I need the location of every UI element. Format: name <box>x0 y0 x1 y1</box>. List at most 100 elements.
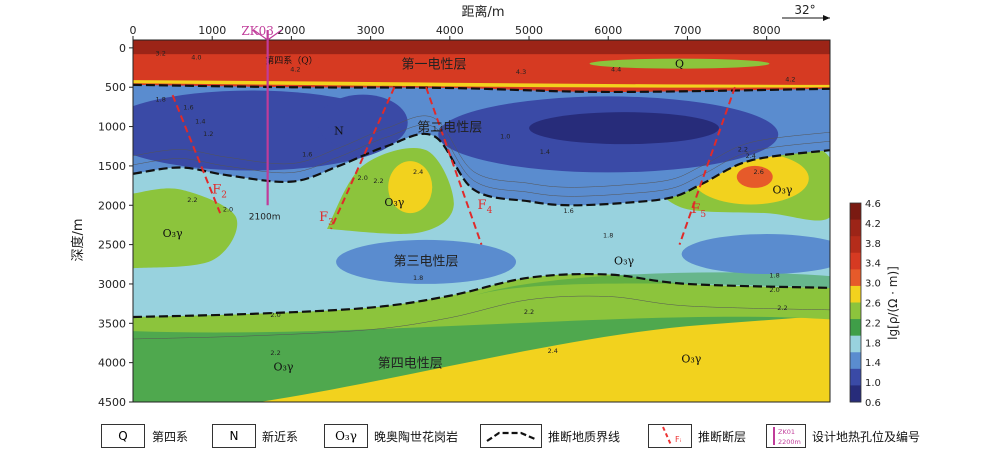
unit-annotation: O₃γ <box>384 196 404 209</box>
fault-label-subscript: 3 <box>328 218 334 228</box>
colorbar-segment <box>850 302 861 320</box>
colorbar-segment <box>850 203 861 221</box>
legend-symbol-q: Q <box>118 429 128 443</box>
colorbar: 4.6 4.2 3.8 3.4 3.0 2.6 2.2 1.8 1.4 1.0 0.6 <box>849 199 881 409</box>
contour-label: 2.2 <box>187 196 197 204</box>
legend-swatch-granite: O₃γ <box>324 424 368 448</box>
contour-label: 4.2 <box>290 65 300 73</box>
legend-label-fault: 推断断层 <box>698 430 747 444</box>
contour-label: 1.6 <box>563 207 573 215</box>
borehole-label: ZK03 <box>241 24 274 38</box>
contour-line <box>133 124 830 197</box>
contour-label: 2.2 <box>777 304 787 312</box>
contour-label: 1.0 <box>500 132 510 140</box>
unit-annotation: N <box>334 125 344 138</box>
colorbar-tick-label: 3.8 <box>865 239 881 250</box>
contour-label: 3.2 <box>156 50 166 58</box>
unit-annotation: Q <box>675 58 684 71</box>
legend-label-neogene: 新近系 <box>262 430 299 444</box>
y-tick-label: 1000 <box>98 121 126 134</box>
layer-label: 第一电性层 <box>401 58 466 73</box>
y-tick-label: 500 <box>105 81 126 94</box>
y-tick-label: 3500 <box>98 317 126 330</box>
contour-label: 2.0 <box>270 311 280 319</box>
x-tick-label: 6000 <box>594 24 622 37</box>
unit-annotation: O₃γ <box>273 361 293 374</box>
fault-f3 <box>330 86 396 230</box>
colorbar-tick-label: 3.0 <box>865 279 881 290</box>
unit-annotation: 第四系（Q） <box>265 55 317 67</box>
colorbar-title: lg[ρ/(Ω · m)] <box>886 266 900 340</box>
borehole-depth-label: 2100m <box>249 212 281 222</box>
contour-label: 1.4 <box>433 125 443 133</box>
granite-hot-right <box>736 165 773 188</box>
contour-label: 4.0 <box>191 54 201 62</box>
fault-line-icon: Fᵢ <box>662 426 681 446</box>
y-axis: 0 500 1000 1500 2000 2500 3000 3500 4000 4500 <box>98 42 133 409</box>
contour-label: 2.2 <box>738 146 748 154</box>
contour-label: 2.0 <box>223 206 233 214</box>
colorbar-tick-label: 1.0 <box>865 378 881 389</box>
contour-label: 1.2 <box>203 130 213 138</box>
layer-label: 第三电性层 <box>394 254 459 269</box>
contour-label: 2.0 <box>358 174 368 182</box>
contour-line <box>133 115 830 188</box>
colorbar-segment <box>850 269 861 287</box>
contour-label: 1.8 <box>769 272 779 280</box>
layer-label: 第二电性层 <box>417 121 482 136</box>
unit-annotation: O₃γ <box>614 254 634 267</box>
contour-label: 1.4 <box>195 117 205 125</box>
fault-symbol-label: Fᵢ <box>675 435 681 444</box>
borehole-legend-id: ZK01 <box>778 428 795 436</box>
x-tick-label: 2000 <box>277 24 305 37</box>
colorbar-segment <box>850 285 861 303</box>
y-tick-label: 2500 <box>98 239 126 252</box>
fault-f5 <box>678 86 736 245</box>
unit-annotation: O₃γ <box>163 227 183 240</box>
layer4-upper-fill <box>133 274 830 333</box>
legend-label-granite: 晚奥陶世花岗岩 <box>374 430 459 444</box>
contour-label: 2.4 <box>548 347 558 355</box>
colorbar-segment <box>850 352 861 370</box>
colorbar-segment <box>850 368 861 386</box>
boundary-layer3-base <box>133 272 830 319</box>
y-tick-label: 0 <box>119 42 126 55</box>
legend-label-quaternary: 第四系 <box>152 430 189 444</box>
contour-label: 2.6 <box>754 168 764 176</box>
fault-label-subscript: 5 <box>700 210 706 220</box>
layer3-lens-right <box>681 234 830 275</box>
colorbar-segment <box>850 385 861 403</box>
legend-swatch-geologic-boundary <box>480 424 542 448</box>
x-tick-label: 5000 <box>515 24 543 37</box>
contour-label: 2.0 <box>769 286 779 294</box>
fault-label-subscript: 4 <box>487 206 493 216</box>
granite-body-left <box>133 188 238 269</box>
contour-line <box>133 295 830 340</box>
contour-label: 1.8 <box>603 232 613 240</box>
x-axis-title: 距离/m <box>461 4 504 20</box>
contour-label: 2.2 <box>373 177 383 185</box>
deep-granite-fill <box>259 315 830 402</box>
borehole-legend-depth: 2200m <box>778 438 801 446</box>
contour-label: 2.4 <box>746 152 756 160</box>
colorbar-tick-label: 3.4 <box>865 259 881 270</box>
contour-label: 2.2 <box>524 308 534 316</box>
legend-label-geologic-boundary: 推断地质界线 <box>548 430 621 444</box>
colorbar-segment <box>850 219 861 237</box>
x-tick-label: 0 <box>130 24 137 37</box>
contour-label: 1.8 <box>413 274 423 282</box>
x-axis: 0 1000 2000 3000 4000 5000 6000 7000 8000 <box>130 24 781 40</box>
unit-annotation: O₃γ <box>772 184 792 197</box>
fault-label-subscript: 2 <box>221 190 227 200</box>
dashed-boundary-icon <box>486 431 536 442</box>
fault-f4 <box>425 86 483 245</box>
layer2-core-mid <box>317 94 408 151</box>
contour-label: 2.4 <box>413 168 423 176</box>
y-tick-label: 3000 <box>98 278 126 291</box>
contour-label: 1.6 <box>302 150 312 158</box>
colorbar-tick-label: 2.6 <box>865 299 881 310</box>
boundary-Q-base <box>133 83 830 94</box>
orientation-mark: 32° <box>782 3 830 21</box>
